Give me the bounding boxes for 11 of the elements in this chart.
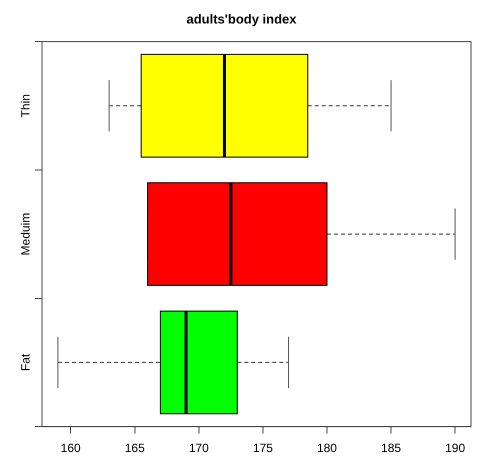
x-tick-label: 185 bbox=[381, 441, 402, 456]
y-tick-label: Fat bbox=[18, 353, 32, 372]
x-tick-label: 175 bbox=[252, 441, 274, 456]
x-tick-label: 190 bbox=[445, 441, 466, 456]
x-tick-label: 170 bbox=[188, 441, 210, 456]
chart-title: adults'body index bbox=[186, 11, 298, 26]
x-tick-label: 165 bbox=[124, 441, 146, 456]
x-tick-label: 180 bbox=[316, 441, 338, 456]
y-tick-label: Meduim bbox=[18, 212, 32, 256]
y-tick-label: Thin bbox=[18, 94, 32, 118]
x-tick-label: 160 bbox=[60, 441, 82, 456]
